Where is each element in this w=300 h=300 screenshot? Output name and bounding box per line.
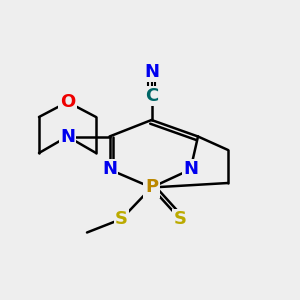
Text: N: N: [144, 63, 159, 81]
Text: P: P: [145, 178, 158, 196]
Text: S: S: [115, 210, 128, 228]
Text: N: N: [60, 128, 75, 146]
Text: N: N: [102, 160, 117, 178]
Text: S: S: [173, 210, 187, 228]
Text: C: C: [145, 87, 158, 105]
Text: O: O: [60, 93, 75, 111]
Text: N: N: [183, 160, 198, 178]
